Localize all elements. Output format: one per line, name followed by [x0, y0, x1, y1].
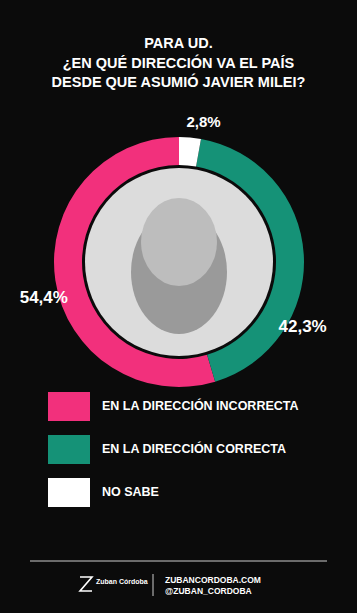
data-label: 54,4% [20, 288, 68, 307]
photo-placeholder [85, 168, 273, 356]
legend-swatch [48, 478, 90, 507]
footer-divider [153, 574, 154, 596]
legend-label: EN LA DIRECCIÓN CORRECTA [102, 441, 286, 456]
subtitle-line: DESDE QUE ASUMIÓ JAVIER MILEI? [52, 73, 306, 90]
logo-text: Zuban Córdoba [96, 578, 148, 585]
footer: Zuban Córdoba ZUBANCORDOBA.COM@ZUBAN_CORD… [80, 574, 261, 596]
legend-swatch [48, 435, 90, 464]
legend-label: NO SABE [102, 485, 159, 499]
chart: PARA UD. ¿EN QUÉ DIRECCIÓN VA EL PAÍS DESD… [0, 0, 357, 613]
logo-icon [80, 577, 92, 591]
data-labels: 54,4% 42,3% 2,8% [20, 113, 327, 336]
plot: 54,4% 42,3% 2,8% [20, 113, 327, 387]
photo-face [141, 198, 217, 286]
legend: EN LA DIRECCIÓN INCORRECTA EN LA DIRECCIÓ… [48, 392, 299, 507]
legend-swatch [48, 392, 90, 421]
footer-rule [30, 561, 327, 562]
slices [54, 137, 304, 387]
legend-label: EN LA DIRECCIÓN INCORRECTA [102, 398, 299, 413]
data-label: 42,3% [279, 317, 327, 336]
subtitle-line: ¿EN QUÉ DIRECCIÓN VA EL PAÍS [63, 54, 295, 71]
title: PARA UD. [144, 35, 212, 51]
background [0, 0, 357, 613]
footer-site: ZUBANCORDOBA.COM [165, 575, 261, 585]
data-label: 2,8% [186, 113, 220, 130]
footer-handle: @ZUBAN_CORDOBA [165, 586, 252, 596]
slice [179, 137, 201, 167]
subtitle: ¿EN QUÉ DIRECCIÓN VA EL PAÍS DESDE QUE AS… [52, 54, 306, 90]
